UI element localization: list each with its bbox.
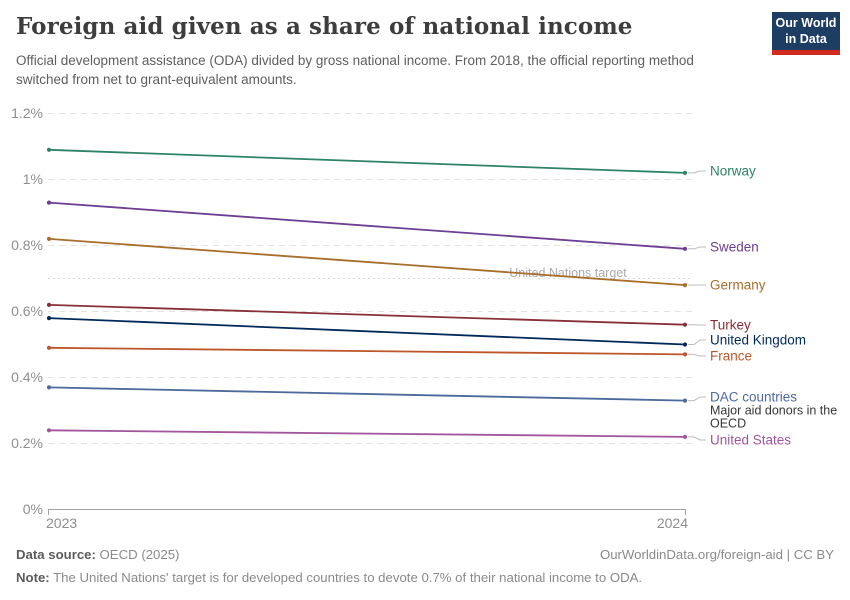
series-line-united-kingdom[interactable]: [48, 317, 686, 346]
label-connector-united-states: [688, 436, 706, 441]
series-start-dot-united-kingdom[interactable]: [46, 316, 52, 321]
y-tick-label: 0.4%: [11, 369, 43, 385]
owid-logo-line1: Our World: [775, 16, 837, 30]
series-label-turkey[interactable]: Turkey: [710, 318, 751, 333]
y-tick-label: 0.2%: [11, 435, 43, 451]
footnote-label: Note:: [16, 570, 50, 585]
series-end-dot-norway[interactable]: [682, 170, 688, 175]
data-source-label: Data source:: [16, 547, 96, 562]
y-tick-label: 1%: [23, 171, 43, 187]
series-start-dot-france[interactable]: [46, 345, 52, 350]
series-start-dot-dac-countries[interactable]: [46, 385, 52, 390]
y-tick-label: 0%: [23, 501, 43, 517]
chart-footer: Data source: OECD (2025) OurWorldinData.…: [16, 546, 834, 587]
series-start-dot-germany[interactable]: [46, 236, 52, 241]
series-sublabel-dac-countries: Major aid donors in the: [710, 404, 837, 418]
y-tick-label: 0.6%: [11, 303, 43, 319]
page-title: Foreign aid given as a share of national…: [16, 13, 633, 40]
data-source-value: OECD (2025): [95, 547, 180, 562]
series-start-dot-united-states[interactable]: [46, 428, 52, 433]
series-end-dot-sweden[interactable]: [682, 246, 688, 251]
series-line-turkey[interactable]: [48, 304, 686, 326]
series-end-dot-turkey[interactable]: [682, 322, 688, 327]
series-label-united-kingdom[interactable]: United Kingdom: [710, 333, 806, 348]
chart-subtitle: Official development assistance (ODA) di…: [16, 53, 694, 87]
series-end-dot-germany[interactable]: [682, 283, 688, 288]
series-line-norway[interactable]: [48, 148, 686, 174]
footnote: Note: The United Nations' target is for …: [16, 569, 834, 587]
series-end-dot-dac-countries[interactable]: [682, 398, 688, 403]
series-start-dot-turkey[interactable]: [46, 302, 52, 307]
un-target-label: United Nations target: [509, 266, 627, 280]
label-connector-united-kingdom: [688, 339, 706, 345]
owid-logo[interactable]: Our World in Data: [772, 12, 840, 55]
series-sublabel-dac-countries: OECD: [710, 417, 746, 431]
label-connector-norway: [688, 170, 706, 174]
series-end-dot-united-states[interactable]: [682, 434, 688, 439]
label-connector-france: [688, 353, 706, 357]
label-connector-dac-countries: [688, 396, 706, 402]
y-tick-label: 0.8%: [11, 237, 43, 253]
series-label-germany[interactable]: Germany: [710, 278, 766, 293]
series-label-sweden[interactable]: Sweden: [710, 240, 759, 255]
license-link[interactable]: OurWorldinData.org/foreign-aid | CC BY: [599, 547, 834, 562]
series-start-dot-sweden[interactable]: [46, 200, 52, 205]
x-axis-line: [48, 509, 686, 515]
y-tick-label: 1.2%: [11, 105, 43, 121]
series-end-dot-united-kingdom[interactable]: [682, 342, 688, 347]
label-connector-sweden: [688, 246, 706, 250]
series-label-united-states[interactable]: United States: [710, 433, 791, 448]
x-tick-label: 2024: [657, 515, 688, 531]
series-line-sweden[interactable]: [48, 201, 686, 250]
series-line-united-states[interactable]: [48, 429, 686, 438]
series-start-dot-norway[interactable]: [46, 147, 52, 152]
series-label-norway[interactable]: Norway: [710, 164, 756, 179]
owid-logo-line2: in Data: [785, 32, 827, 46]
series-label-france[interactable]: France: [710, 349, 752, 364]
x-tick-label: 2023: [46, 515, 77, 531]
data-source: Data source: OECD (2025): [16, 546, 179, 564]
series-label-dac-countries[interactable]: DAC countries: [710, 390, 797, 405]
series-line-germany[interactable]: [48, 238, 686, 286]
footnote-value: The United Nations' target is for develo…: [49, 570, 643, 585]
series-line-france[interactable]: [48, 346, 686, 356]
series-end-dot-france[interactable]: [682, 352, 688, 357]
series-line-dac-countries[interactable]: [48, 386, 686, 402]
